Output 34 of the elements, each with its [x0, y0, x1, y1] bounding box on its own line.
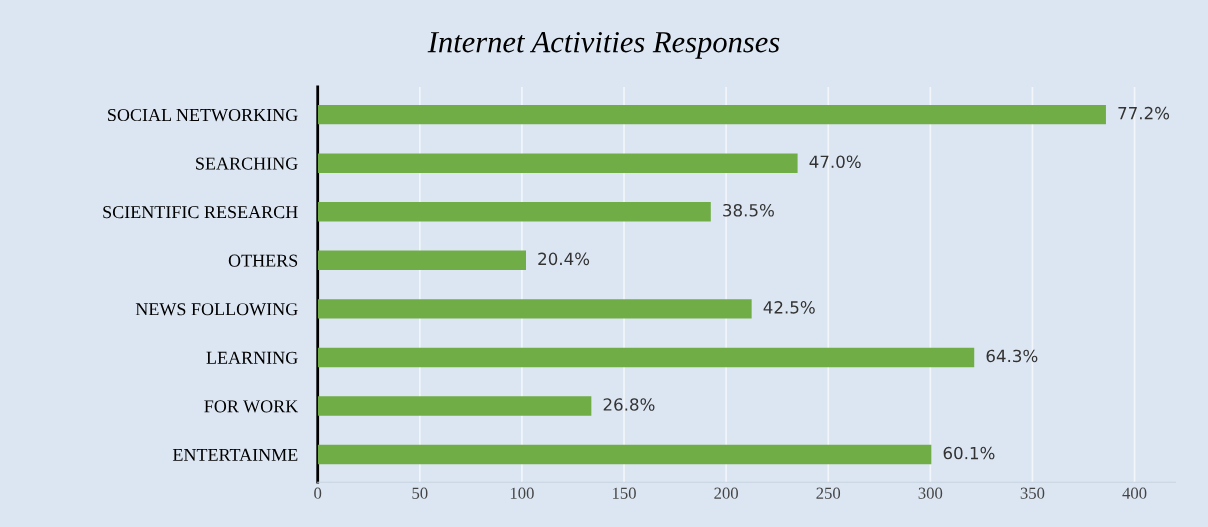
- x-tick-label: 250: [816, 487, 841, 499]
- bar: [317, 250, 526, 271]
- y-tick-label: SOCIAL NETWORKING: [108, 108, 298, 122]
- annotation: 47.0%: [809, 155, 861, 169]
- y-tick-label: OTHERS: [228, 254, 298, 267]
- bar: [317, 299, 752, 319]
- x-tick-label: 150: [612, 487, 636, 499]
- annotation: 77.2%: [1118, 106, 1170, 120]
- x-tick-label: 0: [314, 487, 322, 499]
- annotation: 64.3%: [986, 349, 1038, 363]
- y-tick-label: FOR WORK: [204, 400, 299, 413]
- annotation: 38.5%: [723, 203, 774, 217]
- y-tick-label: ENTERTAINME: [172, 448, 298, 461]
- annotation: 60.1%: [943, 446, 995, 460]
- bar: [317, 347, 975, 368]
- x-tick-label: 100: [510, 487, 534, 499]
- annotation: 20.4%: [538, 252, 590, 266]
- y-tick-label: LEARNING: [206, 351, 298, 364]
- chart-title: Internet Activities Responses: [427, 31, 780, 59]
- x-tick-label: 400: [1122, 487, 1147, 499]
- bar: [317, 153, 798, 173]
- x-tick-label: 50: [412, 487, 428, 499]
- y-tick-label: SEARCHING: [196, 157, 298, 170]
- x-tick-label: 350: [1020, 487, 1045, 499]
- x-tick-label: 200: [714, 487, 738, 499]
- bar: [317, 396, 592, 416]
- annotation: 26.8%: [603, 398, 655, 411]
- annotation: 42.5%: [763, 301, 815, 314]
- bar: [317, 444, 932, 465]
- bar: [317, 202, 711, 222]
- bar: [317, 104, 1106, 125]
- y-tick-label: NEWS FOLLOWING: [135, 303, 298, 316]
- x-tick-label: 300: [918, 487, 943, 499]
- y-tick-label: SCIENTIFIC RESEARCH: [103, 206, 298, 219]
